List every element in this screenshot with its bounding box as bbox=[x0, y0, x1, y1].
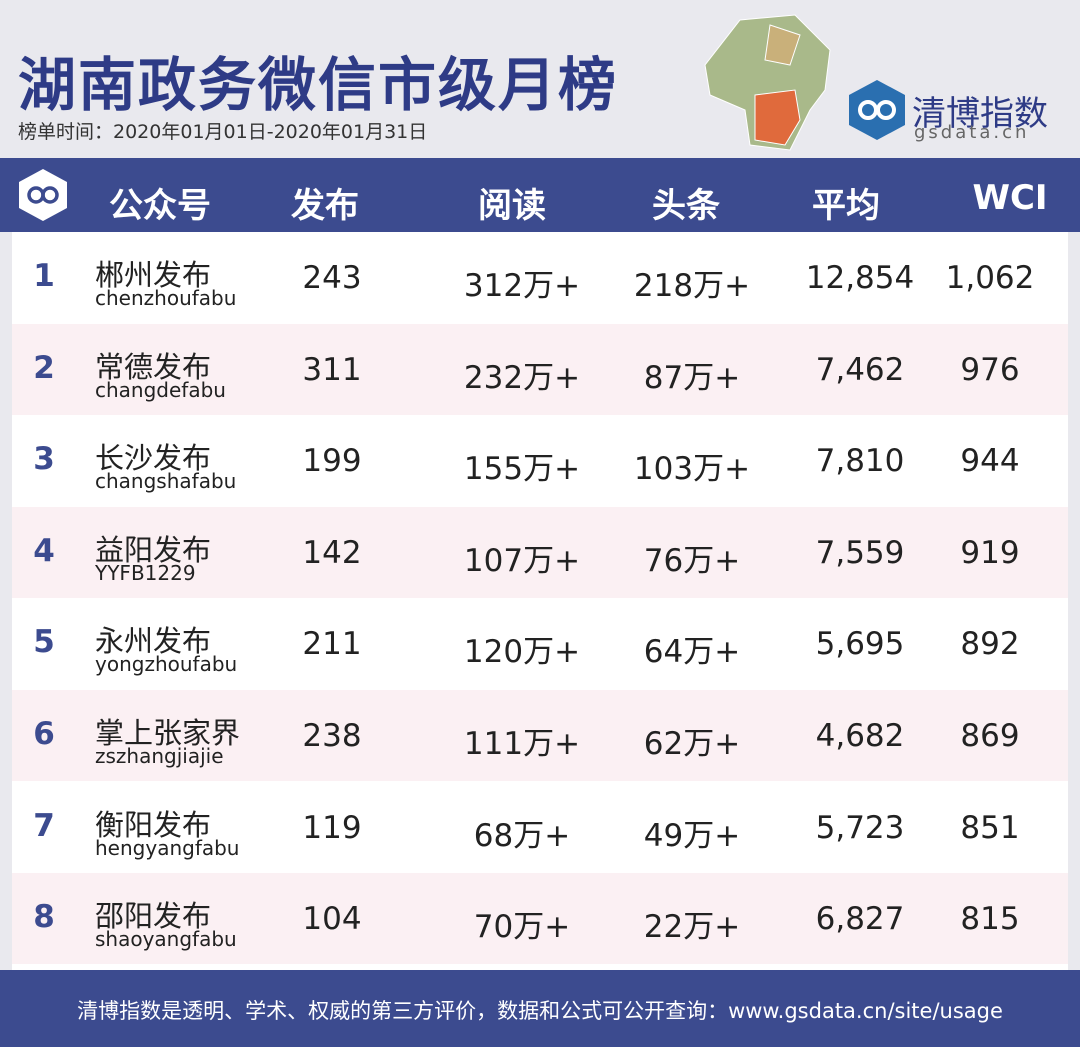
header-icon bbox=[19, 169, 67, 221]
subtitle: 榜单时间：2020年01月01日-2020年01月31日 bbox=[18, 121, 428, 143]
rank: 3 bbox=[33, 441, 55, 478]
cell: 311 bbox=[302, 351, 362, 388]
cell: 155万+ bbox=[463, 451, 581, 488]
cell: 64万+ bbox=[643, 634, 741, 671]
cell: 62万+ bbox=[643, 726, 741, 762]
rank: 4 bbox=[33, 532, 55, 569]
cell: 7,462 bbox=[815, 351, 905, 388]
title: 湖南政务微信市级月榜 bbox=[18, 51, 619, 119]
cell: 238 bbox=[302, 718, 362, 754]
map bbox=[704, 14, 831, 151]
cell: 22万+ bbox=[643, 909, 741, 946]
account-name: 邵阳发布 bbox=[95, 899, 212, 934]
table-row: 1 郴州发布 chenzhoufabu 243 312万+ 218万+ 12,854 1,06… bbox=[12, 232, 1068, 323]
cell: 919 bbox=[960, 534, 1020, 571]
footer-text: 清博指数是透明、学术、权威的第三方评价，数据和公式可公开查询：www.gsdat… bbox=[77, 999, 1003, 1023]
logo-icon bbox=[849, 80, 905, 140]
logo-name: 清博指数 bbox=[912, 94, 1048, 134]
account-id: chenzhoufabu bbox=[95, 286, 237, 310]
column-header: 头条 bbox=[652, 186, 720, 226]
cell: 104 bbox=[302, 901, 362, 938]
cell: 944 bbox=[960, 443, 1020, 480]
rank: 8 bbox=[33, 899, 55, 936]
cell: 869 bbox=[960, 718, 1020, 754]
cell: 815 bbox=[960, 901, 1020, 938]
column-header: WCI bbox=[972, 178, 1048, 218]
column-header: 平均 bbox=[812, 186, 880, 226]
cell: 6,827 bbox=[815, 901, 905, 938]
account-name: 永州发布 bbox=[95, 624, 212, 659]
cell: 49万+ bbox=[643, 817, 741, 854]
cell: 120万+ bbox=[463, 634, 581, 671]
account-name: 益阳发布 bbox=[95, 532, 212, 567]
cell: 218万+ bbox=[633, 268, 751, 304]
table-row: 6 掌上张家界 zszhangjiajie 238 111万+ 62万+ 4,682 869 bbox=[12, 690, 1068, 781]
footer-bar bbox=[0, 970, 1080, 1047]
cell: 5,723 bbox=[815, 809, 905, 846]
account-name: 常德发布 bbox=[95, 349, 212, 384]
cell: 243 bbox=[302, 260, 362, 296]
cell: 7,810 bbox=[815, 443, 905, 480]
account-name: 长沙发布 bbox=[95, 441, 212, 476]
account-id: changdefabu bbox=[95, 377, 226, 402]
account-id: YYFB1229 bbox=[95, 560, 196, 585]
rank: 2 bbox=[33, 349, 55, 386]
table-row: 4 益阳发布 YYFB1229 142 107万+ 76万+ 7,559 919 bbox=[12, 506, 1068, 598]
cell: 70万+ bbox=[473, 909, 571, 946]
table-row: 3 长沙发布 changshafabu 199 155万+ 103万+ 7,810 944 bbox=[12, 415, 1068, 507]
cell: 103万+ bbox=[633, 451, 751, 488]
table-row: 7 衡阳发布 hengyangfabu 119 68万+ 49万+ 5,723 851 bbox=[12, 781, 1068, 873]
cell: 199 bbox=[302, 443, 362, 480]
cell: 1,062 bbox=[945, 260, 1035, 296]
account-name: 掌上张家界 bbox=[95, 716, 241, 750]
cell: 87万+ bbox=[643, 359, 741, 396]
cell: 976 bbox=[960, 351, 1020, 388]
rank: 7 bbox=[33, 807, 55, 844]
cell: 12,854 bbox=[805, 260, 915, 296]
account-name: 衡阳发布 bbox=[95, 807, 212, 842]
cell: 7,559 bbox=[815, 534, 905, 571]
column-header: 公众号 bbox=[109, 186, 211, 226]
cell: 211 bbox=[302, 626, 362, 663]
cell: 142 bbox=[302, 534, 362, 571]
account-id: hengyangfabu bbox=[95, 835, 240, 860]
cell: 851 bbox=[960, 809, 1020, 846]
rank: 5 bbox=[33, 624, 55, 661]
cell: 68万+ bbox=[473, 817, 571, 854]
account-name: 郴州发布 bbox=[95, 258, 212, 292]
cell: 232万+ bbox=[463, 359, 581, 396]
table-row: 8 邵阳发布 shaoyangfabu 104 70万+ 22万+ 6,827 815 bbox=[12, 873, 1068, 965]
account-id: zszhangjiajie bbox=[95, 744, 224, 768]
header-bar bbox=[0, 158, 1080, 232]
account-id: changshafabu bbox=[95, 469, 237, 494]
rank: 1 bbox=[33, 258, 55, 294]
cell: 892 bbox=[960, 626, 1020, 663]
cell: 4,682 bbox=[815, 718, 905, 754]
cell: 111万+ bbox=[463, 726, 581, 762]
cell: 76万+ bbox=[643, 542, 741, 579]
column-header: 发布 bbox=[291, 186, 359, 226]
account-id: shaoyangfabu bbox=[95, 927, 237, 952]
cell: 107万+ bbox=[463, 542, 581, 579]
column-header: 阅读 bbox=[478, 186, 546, 226]
table-row: 5 永州发布 yongzhoufabu 211 120万+ 64万+ 5,695 892 bbox=[12, 598, 1068, 690]
rank: 6 bbox=[33, 716, 55, 752]
cell: 312万+ bbox=[463, 268, 581, 304]
account-id: yongzhoufabu bbox=[95, 652, 238, 677]
cell: 119 bbox=[302, 809, 362, 846]
table-body: 1 郴州发布 chenzhoufabu 243 312万+ 218万+ 12,854 1,06… bbox=[12, 232, 1068, 970]
logo-url: gsdata.cn bbox=[914, 122, 1030, 143]
cell: 5,695 bbox=[815, 626, 905, 663]
table-row: 2 常德发布 changdefabu 311 232万+ 87万+ 7,462 976 bbox=[12, 323, 1068, 415]
